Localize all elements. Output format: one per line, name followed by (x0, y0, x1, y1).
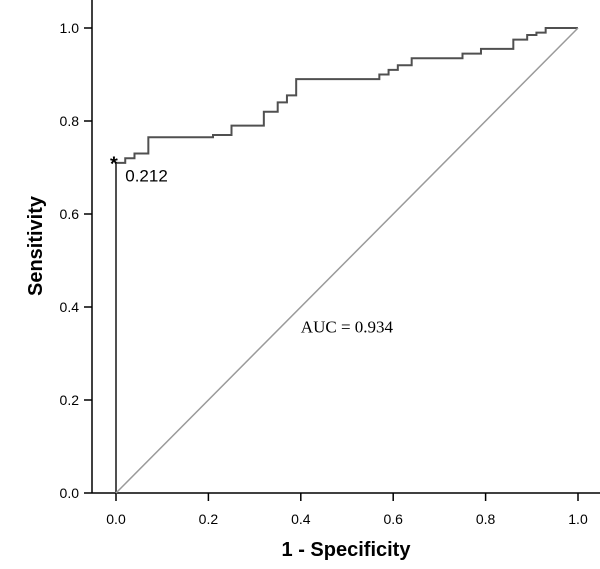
y-tick-label: 0.6 (60, 206, 80, 222)
y-axis-title: Sensitivity (25, 195, 47, 296)
x-tick-label: 0.6 (383, 511, 403, 527)
y-tick-label: 0.0 (60, 485, 80, 501)
x-tick-label: 0.0 (106, 511, 126, 527)
annotations-layer: * 0.212 AUC = 0.934 (110, 154, 394, 337)
x-tick-label: 0.8 (476, 511, 496, 527)
axes-layer: 0.0 0.2 0.4 0.6 0.8 1.0 0.0 0.2 0.4 0.6 0.8 1.0 (60, 0, 600, 527)
x-tick-label: 0.4 (291, 511, 311, 527)
x-axis-title: 1 - Specificity (282, 539, 412, 561)
cutoff-value-label: 0.212 (125, 166, 168, 185)
x-tick-label: 0.2 (199, 511, 219, 527)
x-tick-label: 1.0 (568, 511, 588, 527)
y-tick-label: 0.2 (60, 392, 80, 408)
auc-label: AUC = 0.934 (301, 318, 394, 337)
cutoff-marker: * (110, 154, 118, 176)
reference-diagonal-line (115, 27, 579, 494)
y-tick-label: 0.8 (60, 113, 80, 129)
roc-curve-line (115, 27, 578, 493)
y-tick-label: 1.0 (60, 20, 80, 36)
y-tick-label: 0.4 (60, 299, 80, 315)
series-layer (115, 27, 579, 494)
